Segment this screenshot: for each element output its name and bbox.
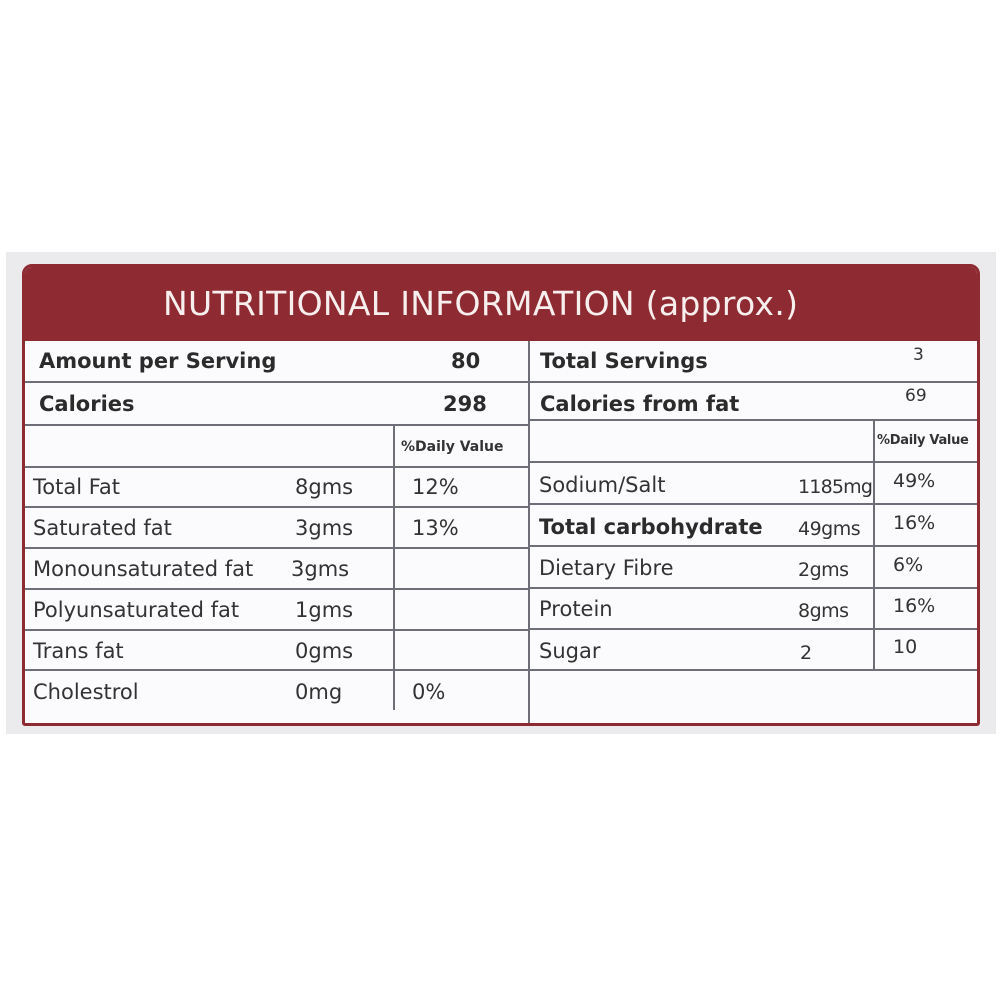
nutrient-daily-value: 12% xyxy=(412,475,459,499)
calories-from-fat-label: Calories from fat xyxy=(540,392,740,416)
nutrient-daily-value: 49% xyxy=(893,470,936,492)
column-divider xyxy=(528,341,530,723)
nutrient-name: Saturated fat xyxy=(33,516,172,540)
calories-value: 298 xyxy=(443,392,487,416)
nutrient-daily-value: 16% xyxy=(893,512,936,534)
nutrient-name: Dietary Fibre xyxy=(539,556,674,580)
nutrient-daily-value: 16% xyxy=(893,595,936,617)
nutrient-amount: 3gms xyxy=(291,557,350,581)
nutrient-amount: 2 xyxy=(800,642,813,664)
row-divider xyxy=(530,628,977,630)
row-divider xyxy=(530,669,977,671)
nutrient-name: Cholestrol xyxy=(33,680,139,704)
nutrient-name: Total carbohydrate xyxy=(539,515,763,539)
calories-label: Calories xyxy=(39,392,135,416)
nutrient-daily-value: 10 xyxy=(893,636,918,658)
nutrient-daily-value: 6% xyxy=(893,554,924,576)
nutrient-name: Sugar xyxy=(539,639,601,663)
nutrient-amount: 8gms xyxy=(295,475,354,499)
nutrient-name: Polyunsaturated fat xyxy=(33,598,240,622)
calories-from-fat-value: 69 xyxy=(905,386,927,406)
column-divider xyxy=(393,424,395,710)
nutrient-name: Trans fat xyxy=(33,639,124,663)
nutrient-amount: 8gms xyxy=(798,600,849,622)
nutrient-amount: 2gms xyxy=(798,559,849,581)
row-divider xyxy=(530,461,977,463)
nutrient-name: Protein xyxy=(539,597,613,621)
nutrient-name: Monounsaturated fat xyxy=(33,557,254,581)
row-divider xyxy=(530,503,977,505)
row-divider xyxy=(25,381,977,383)
nutrient-amount: 0mg xyxy=(295,680,343,704)
nutrient-daily-value: 0% xyxy=(412,680,446,704)
row-divider xyxy=(25,669,530,671)
amount-per-serving-value: 80 xyxy=(451,349,481,373)
daily-value-header-right: %Daily Value xyxy=(877,433,969,448)
row-divider xyxy=(530,419,977,421)
nutrient-amount: 3gms xyxy=(295,516,354,540)
row-divider xyxy=(25,506,530,508)
nutrition-table: Amount per Serving 80 Calories 298 Total… xyxy=(25,341,977,723)
total-servings-value: 3 xyxy=(913,345,924,365)
row-divider xyxy=(25,424,530,426)
nutrient-amount: 1185mg xyxy=(798,476,873,498)
row-divider xyxy=(25,466,530,468)
daily-value-header-left: %Daily Value xyxy=(401,439,504,455)
nutrient-amount: 1gms xyxy=(295,598,354,622)
column-divider xyxy=(873,419,875,670)
total-servings-label: Total Servings xyxy=(540,349,708,373)
row-divider xyxy=(25,629,530,631)
row-divider xyxy=(25,547,530,549)
nutrient-amount: 49gms xyxy=(798,518,861,540)
amount-per-serving-label: Amount per Serving xyxy=(39,349,277,373)
row-divider xyxy=(25,588,530,590)
row-divider xyxy=(530,545,977,547)
nutrient-name: Sodium/Salt xyxy=(539,473,666,497)
nutrient-daily-value: 13% xyxy=(412,516,459,540)
nutrient-name: Total Fat xyxy=(33,475,120,499)
nutrient-amount: 0gms xyxy=(295,639,354,663)
nutrition-title: NUTRITIONAL INFORMATION (approx.) xyxy=(25,267,977,341)
row-divider xyxy=(530,587,977,589)
nutrition-label: NUTRITIONAL INFORMATION (approx.) Amount… xyxy=(22,264,980,726)
